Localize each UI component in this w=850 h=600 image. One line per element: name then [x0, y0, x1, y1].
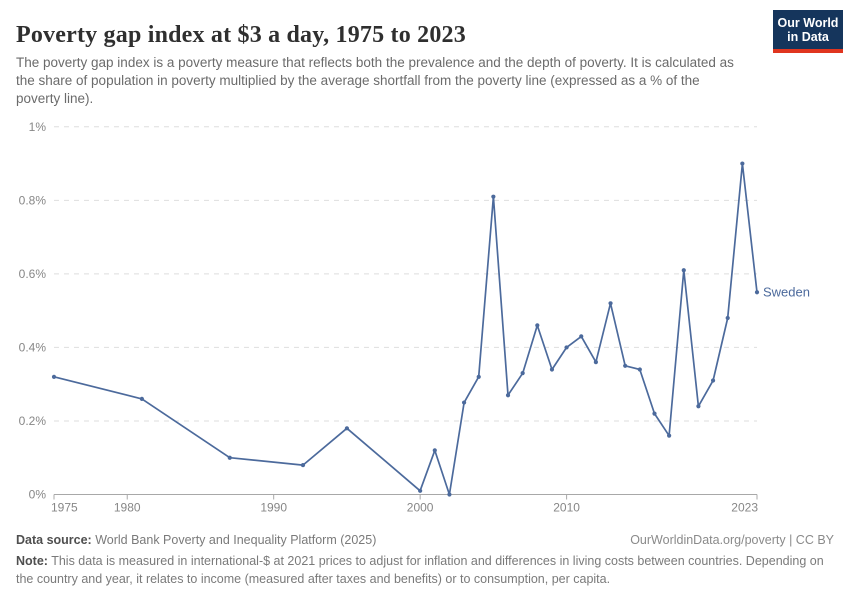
data-point	[564, 345, 569, 350]
trend-line-sweden	[53, 162, 758, 496]
x-tick-label: 2023	[731, 501, 758, 515]
y-tick-label: 0.6%	[19, 267, 47, 281]
data-point	[623, 363, 628, 368]
chart-footer: Data source: World Bank Poverty and Ineq…	[16, 531, 834, 588]
data-point	[520, 371, 525, 376]
data-source-text: World Bank Poverty and Inequality Platfo…	[91, 533, 377, 547]
note-text: This data is measured in international-$…	[16, 554, 824, 587]
data-point	[535, 323, 540, 328]
data-point	[300, 462, 306, 468]
data-point	[344, 426, 350, 431]
data-point	[754, 290, 760, 295]
x-tick-label: 1990	[260, 501, 287, 515]
data-point	[740, 161, 745, 166]
data-point	[476, 374, 481, 379]
data-source-label: Data source:	[16, 533, 92, 547]
data-point	[681, 268, 686, 273]
data-point	[710, 378, 716, 383]
y-tick-label: 0%	[29, 488, 47, 502]
data-point	[432, 448, 437, 453]
x-tick-label: 1975	[51, 501, 78, 515]
data-point	[227, 455, 232, 460]
data-point	[725, 315, 730, 321]
data-point	[608, 301, 613, 306]
x-tick-label: 2000	[407, 501, 434, 515]
y-tick-label: 0.4%	[19, 340, 47, 354]
y-tick-label: 0.2%	[19, 414, 47, 428]
y-tick-label: 0.8%	[19, 193, 47, 207]
chart-subtitle: The poverty gap index is a poverty measu…	[16, 55, 734, 106]
license-link[interactable]: OurWorldinData.org/poverty | CC BY	[630, 533, 834, 547]
data-point	[696, 404, 701, 409]
owid-logo-line2: in Data	[787, 30, 829, 44]
data-point	[579, 334, 584, 339]
chart-note: Note: This data is measured in internati…	[16, 552, 834, 588]
x-tick-label: 1980	[114, 501, 141, 515]
data-point	[447, 492, 452, 497]
data-point	[139, 396, 144, 401]
data-point	[652, 411, 657, 416]
data-point	[505, 393, 511, 398]
data-point	[461, 400, 467, 405]
x-tick-label: 2010	[553, 501, 580, 515]
series-label-sweden: Sweden	[763, 284, 810, 299]
data-source: Data source: World Bank Poverty and Ineq…	[16, 531, 376, 549]
line-chart: 0% 0.2% 0.4% 0.6% 0.8% 1% 1975 1980 1990 2000 2010…	[19, 120, 810, 515]
data-point	[51, 374, 57, 379]
page-title: Poverty gap index at $3 a day, 1975 to 2…	[16, 22, 466, 48]
note-label: Note:	[16, 554, 48, 569]
data-point	[549, 367, 555, 372]
owid-logo: Our World in Data	[773, 10, 843, 53]
data-point	[667, 433, 672, 438]
data-point	[491, 194, 496, 199]
data-point	[418, 488, 423, 493]
data-point	[593, 360, 598, 365]
data-point	[637, 367, 642, 372]
y-tick-label: 1%	[29, 120, 47, 134]
owid-logo-line1: Our World	[777, 16, 839, 30]
